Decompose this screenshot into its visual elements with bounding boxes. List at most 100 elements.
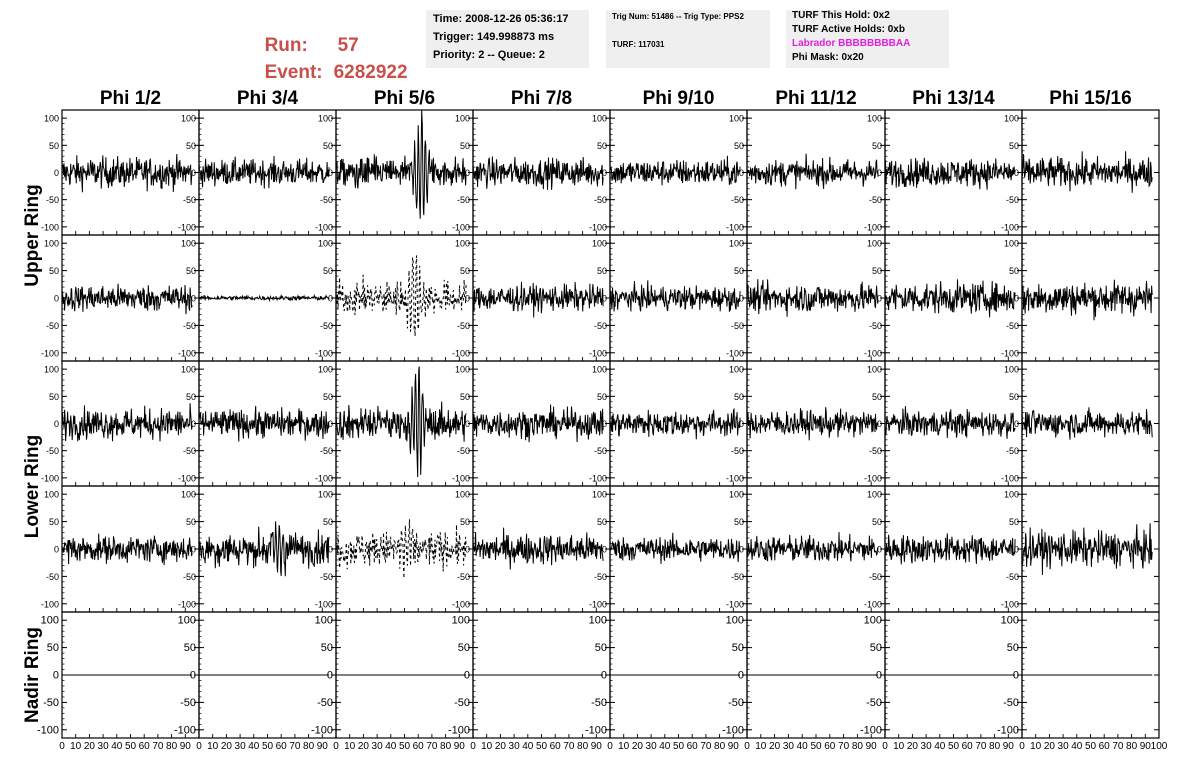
y-tick-label: -100 [448, 724, 470, 736]
y-tick-label: 0 [602, 419, 607, 429]
y-tick-label: -100 [589, 599, 607, 609]
y-tick-label: 100 [729, 239, 744, 249]
x-tick-label: 10 [344, 741, 356, 752]
x-tick-label: 50 [810, 741, 822, 752]
y-tick-label: 100 [181, 239, 196, 249]
y-tick-label: -50 [731, 321, 744, 331]
waveform-trace [335, 366, 467, 478]
x-tick-label: 20 [84, 741, 96, 752]
x-tick-label: 20 [632, 741, 644, 752]
y-tick-label: 50 [321, 642, 333, 654]
x-tick-label: 30 [783, 741, 795, 752]
y-tick-label: 100 [729, 365, 744, 375]
y-tick-label: 0 [328, 419, 333, 429]
y-tick-label: 0 [877, 294, 882, 304]
trig-info-box [606, 10, 770, 68]
y-tick-label: -100 [452, 599, 470, 609]
y-tick-label: 0 [190, 670, 196, 682]
x-tick-label: 40 [1071, 741, 1083, 752]
y-tick-label: 100 [867, 114, 882, 124]
y-tick-label: 100 [455, 365, 470, 375]
y-tick-label: 0 [54, 419, 59, 429]
y-tick-label: 100 [455, 114, 470, 124]
waveform-trace [335, 255, 467, 337]
y-tick-label: 50 [460, 266, 470, 276]
y-tick-label: 0 [1014, 419, 1019, 429]
waveform-trace [1021, 151, 1153, 193]
y-tick-label: 0 [1014, 294, 1019, 304]
y-tick-label: 50 [186, 141, 196, 151]
y-tick-label: 0 [327, 670, 333, 682]
row-group-label: Lower Ring [22, 435, 43, 538]
turf-text: TURF: 117031 [612, 40, 665, 49]
column-header: Phi 7/8 [511, 88, 572, 109]
x-tick-label: 30 [646, 741, 658, 752]
y-tick-label: -100 [589, 222, 607, 232]
waveform-trace [609, 280, 741, 312]
x-tick-label: 100 [1151, 741, 1168, 752]
x-tick-label: 10 [618, 741, 630, 752]
y-tick-label: -50 [183, 195, 196, 205]
y-tick-label: 100 [592, 365, 607, 375]
y-tick-label: -50 [869, 446, 882, 456]
y-tick-label: 50 [872, 141, 882, 151]
time-text: Time: 2008-12-26 05:36:17 [433, 13, 569, 25]
y-tick-label: -50 [731, 195, 744, 205]
waveform-trace [61, 533, 193, 566]
y-tick-label: 50 [323, 266, 333, 276]
y-tick-label: -100 [41, 348, 59, 358]
x-tick-label: 0 [196, 741, 202, 752]
y-tick-label: 50 [1007, 642, 1019, 654]
y-tick-label: 50 [872, 266, 882, 276]
y-tick-label: -50 [46, 572, 59, 582]
y-tick-label: 0 [465, 419, 470, 429]
x-tick-label: 70 [1112, 741, 1124, 752]
x-tick-label: 50 [1085, 741, 1097, 752]
event-value: 6282922 [323, 40, 408, 84]
waveform-trace [1021, 523, 1153, 576]
y-tick-label: 0 [465, 294, 470, 304]
x-tick-label: 60 [687, 741, 699, 752]
y-tick-label: 0 [876, 670, 882, 682]
y-tick-label: -100 [315, 222, 333, 232]
run-label: Run: [254, 13, 308, 57]
run-label-text: Run: [264, 35, 308, 56]
y-tick-label: 0 [602, 294, 607, 304]
y-tick-label: 0 [1014, 545, 1019, 555]
y-tick-label: -100 [174, 724, 196, 736]
y-tick-label: -100 [1001, 473, 1019, 483]
waveform-trace [61, 283, 193, 315]
y-tick-label: 0 [877, 419, 882, 429]
trigger-text: Trigger: 149.998873 ms [433, 31, 555, 43]
y-tick-label: 100 [729, 490, 744, 500]
y-tick-label: -100 [315, 348, 333, 358]
x-tick-label: 90 [180, 741, 192, 752]
y-tick-label: 100 [44, 239, 59, 249]
waveform-trace [746, 407, 879, 441]
y-tick-label: -100 [726, 473, 744, 483]
waveform-trace [335, 109, 467, 219]
waveform-trace [884, 533, 1016, 565]
y-tick-label: -100 [726, 222, 744, 232]
y-tick-label: 100 [867, 490, 882, 500]
y-tick-label: 100 [729, 114, 744, 124]
y-tick-label: -100 [589, 348, 607, 358]
y-tick-label: 100 [1004, 490, 1019, 500]
column-header: Phi 13/14 [912, 88, 995, 109]
y-tick-label: -50 [46, 195, 59, 205]
y-tick-label: 100 [41, 615, 59, 627]
y-tick-label: -100 [178, 348, 196, 358]
waveform-trace [198, 293, 330, 303]
y-tick-label: 100 [44, 114, 59, 124]
y-tick-label: 0 [191, 545, 196, 555]
y-tick-label: 50 [460, 517, 470, 527]
x-tick-label: 30 [509, 741, 521, 752]
y-tick-label: -50 [591, 697, 607, 709]
y-tick-label: 0 [53, 670, 59, 682]
y-tick-label: -50 [1006, 572, 1019, 582]
y-tick-label: 0 [1013, 670, 1019, 682]
y-tick-label: 0 [1014, 168, 1019, 178]
y-tick-label: 100 [315, 615, 333, 627]
time-info-box [426, 10, 589, 68]
y-tick-label: -50 [46, 321, 59, 331]
